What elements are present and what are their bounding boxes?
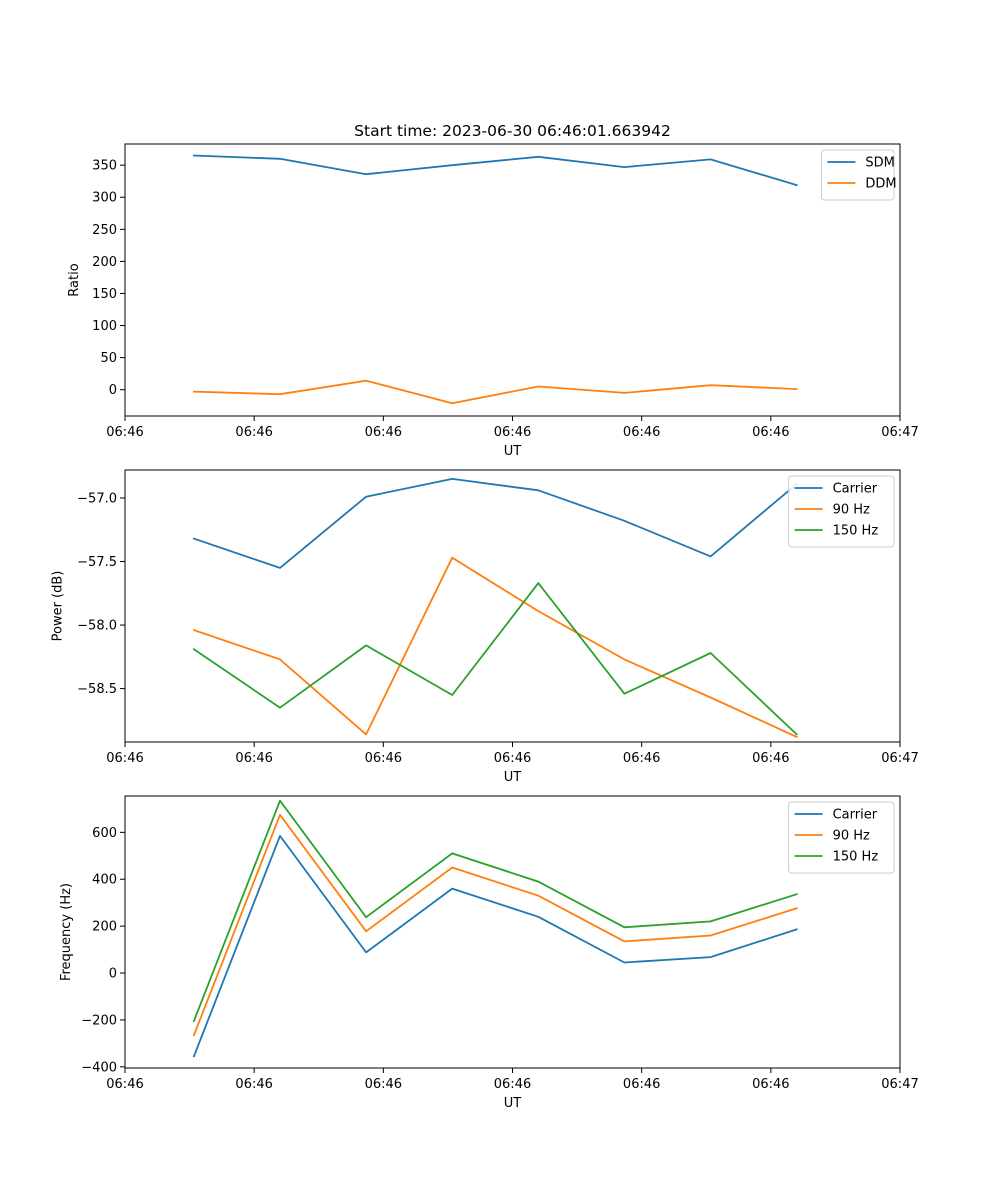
x-tick-label: 06:46: [623, 1077, 660, 1092]
y-tick-label: 150: [92, 287, 117, 302]
y-axis-label: Power (dB): [51, 571, 66, 642]
y-tick-label: 300: [92, 191, 117, 206]
y-tick-label: −57.5: [77, 555, 117, 570]
y-tick-label: 0: [109, 967, 117, 982]
y-axis-label: Frequency (Hz): [59, 883, 74, 981]
x-tick-label: 06:46: [106, 1077, 143, 1092]
x-axis-label: UT: [504, 1096, 522, 1111]
x-tick-label: 06:46: [752, 1077, 789, 1092]
x-tick-label: 06:46: [623, 751, 660, 766]
y-tick-label: −58.0: [77, 619, 117, 634]
legend-label: SDM: [865, 156, 894, 171]
series-line-sdm: [192, 154, 798, 187]
y-tick-label: −400: [81, 1060, 117, 1075]
y-tick-label: 0: [109, 383, 117, 398]
x-tick-label: 06:47: [881, 425, 918, 440]
legend-label: 90 Hz: [833, 503, 870, 518]
y-tick-label: 200: [92, 920, 117, 935]
y-tick-label: 400: [92, 873, 117, 888]
series-line-carrier: [192, 477, 798, 569]
x-tick-label: 06:46: [494, 1077, 531, 1092]
y-tick-label: −200: [81, 1013, 117, 1028]
x-tick-label: 06:46: [106, 751, 143, 766]
legend-label: Carrier: [833, 808, 878, 823]
x-tick-label: 06:46: [235, 1077, 272, 1092]
x-tick-label: 06:46: [365, 1077, 402, 1092]
legend-label: 150 Hz: [833, 850, 879, 865]
series-line-90-hz: [192, 813, 798, 1037]
x-tick-label: 06:46: [623, 425, 660, 440]
x-tick-label: 06:46: [235, 425, 272, 440]
x-tick-label: 06:46: [365, 425, 402, 440]
chart-frequency: 06:46 06:46 06:46 06:46 06:46 06:46 06:47 −400 −…: [59, 795, 919, 1111]
x-tick-label: 06:47: [881, 1077, 918, 1092]
legend-label: DDM: [865, 177, 896, 192]
y-tick-label: 50: [100, 351, 117, 366]
y-tick-label: −58.5: [77, 682, 117, 697]
x-tick-label: 06:47: [881, 751, 918, 766]
x-tick-label: 06:46: [752, 425, 789, 440]
series-line-carrier: [192, 835, 798, 1058]
legend-label: 90 Hz: [833, 829, 870, 844]
y-tick-label: 250: [92, 223, 117, 238]
y-tick-label: −57.0: [77, 491, 117, 506]
chart-ratio: 06:46 06:46 06:46 06:46 06:46 06:46 06:47 0 50 10…: [67, 143, 919, 459]
legend: SDM DDM: [820, 149, 897, 201]
x-tick-label: 06:46: [494, 425, 531, 440]
x-tick-label: 06:46: [752, 751, 789, 766]
y-axis-label: Ratio: [67, 263, 82, 296]
x-tick-label: 06:46: [365, 751, 402, 766]
series-line-150-hz: [192, 582, 798, 736]
y-tick-label: 600: [92, 826, 117, 841]
x-axis-label: UT: [504, 770, 522, 785]
y-tick-label: 350: [92, 159, 117, 174]
legend-label: 150 Hz: [833, 524, 879, 539]
series-line-150-hz: [192, 799, 798, 1023]
x-tick-label: 06:46: [494, 751, 531, 766]
legend: Carrier 90 Hz 150 Hz: [788, 475, 895, 548]
y-tick-label: 200: [92, 255, 117, 270]
x-tick-label: 06:46: [106, 425, 143, 440]
y-tick-label: 100: [92, 319, 117, 334]
legend: Carrier 90 Hz 150 Hz: [788, 801, 895, 874]
figure-title: Start time: 2023-06-30 06:46:01.663942: [354, 122, 671, 140]
legend-label: Carrier: [833, 482, 878, 497]
chart-power: 06:46 06:46 06:46 06:46 06:46 06:46 06:47 −58.5…: [51, 469, 919, 785]
x-tick-label: 06:46: [235, 751, 272, 766]
series-line-90-hz: [192, 556, 798, 739]
x-axis-label: UT: [504, 444, 522, 459]
series-line-ddm: [192, 379, 798, 405]
